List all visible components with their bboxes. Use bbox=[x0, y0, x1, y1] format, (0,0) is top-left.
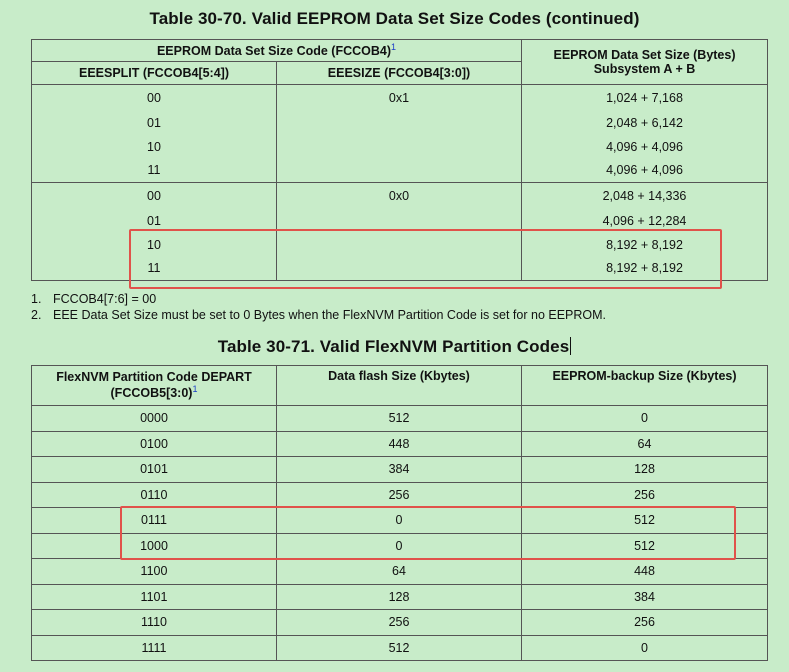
data-flash-size-cell: 64 bbox=[276, 558, 522, 585]
eeprom-backup-size-cell: 384 bbox=[521, 583, 768, 610]
eeesize-cell bbox=[276, 256, 522, 281]
footnote-2: 2. EEE Data Set Size must be set to 0 Byt… bbox=[31, 308, 607, 322]
eeesize-cell bbox=[276, 208, 522, 233]
set-size-cell: 8,192 + 8,192 bbox=[521, 232, 768, 257]
footnote-ref-1[interactable]: 1 bbox=[391, 42, 397, 53]
data-flash-size-cell: 128 bbox=[276, 583, 522, 610]
table-row: 1110 256 256 bbox=[31, 609, 768, 636]
header-eeprom-backup-size: EEPROM-backup Size (Kbytes) bbox=[521, 365, 768, 406]
eeprom-backup-size-cell: 128 bbox=[521, 456, 768, 483]
flexnvm-partition-codes-table: FlexNVM Partition Code DEPART (FCCOB5[3:0… bbox=[31, 365, 768, 661]
eeprom-backup-size-cell: 64 bbox=[521, 430, 768, 457]
table-row: 11 4,096 + 4,096 bbox=[31, 158, 768, 183]
set-size-cell: 2,048 + 6,142 bbox=[521, 110, 768, 135]
eeesplit-cell: 00 bbox=[31, 182, 277, 209]
eeesize-cell bbox=[276, 134, 522, 159]
table-row: 1000 0 512 bbox=[31, 532, 768, 559]
table-row: 0101 384 128 bbox=[31, 456, 768, 483]
eeprom-backup-size-cell: 0 bbox=[521, 405, 768, 432]
text-caret bbox=[570, 337, 572, 355]
data-flash-size-cell: 0 bbox=[276, 532, 522, 559]
data-flash-size-cell: 512 bbox=[276, 405, 522, 432]
data-flash-size-cell: 0 bbox=[276, 507, 522, 534]
header-eeesplit: EEESPLIT (FCCOB4[5:4]) bbox=[31, 61, 277, 85]
set-size-cell: 2,048 + 14,336 bbox=[521, 182, 768, 209]
data-flash-size-cell: 256 bbox=[276, 609, 522, 636]
data-flash-size-cell: 384 bbox=[276, 456, 522, 483]
set-size-cell: 1,024 + 7,168 bbox=[521, 84, 768, 111]
table-row: 10 4,096 + 4,096 bbox=[31, 134, 768, 159]
table-row: 0111 0 512 bbox=[31, 507, 768, 534]
data-flash-size-cell: 512 bbox=[276, 634, 522, 661]
data-flash-size-cell: 448 bbox=[276, 430, 522, 457]
eeesize-cell: 0x1 bbox=[276, 84, 522, 111]
eeprom-backup-size-cell: 256 bbox=[521, 481, 768, 508]
partition-code-cell: 0000 bbox=[31, 405, 277, 432]
partition-code-cell: 0110 bbox=[31, 481, 277, 508]
header-eeesize: EEESIZE (FCCOB4[3:0]) bbox=[276, 61, 522, 85]
table-row: 11 8,192 + 8,192 bbox=[31, 256, 768, 281]
set-size-cell: 4,096 + 12,284 bbox=[521, 208, 768, 233]
table-row: 0100 448 64 bbox=[31, 430, 768, 457]
set-size-cell: 8,192 + 8,192 bbox=[521, 256, 768, 281]
header-set-size: EEPROM Data Set Size (Bytes) Subsystem A … bbox=[521, 39, 768, 85]
table-row: 10 8,192 + 8,192 bbox=[31, 232, 768, 257]
partition-code-cell: 1100 bbox=[31, 558, 277, 585]
eeesplit-cell: 00 bbox=[31, 84, 277, 111]
table-row: 1100 64 448 bbox=[31, 558, 768, 585]
eeesize-cell bbox=[276, 232, 522, 257]
set-size-cell: 4,096 + 4,096 bbox=[521, 134, 768, 159]
eeprom-backup-size-cell: 512 bbox=[521, 507, 768, 534]
footnote-ref-1[interactable]: 1 bbox=[192, 384, 198, 395]
eeprom-backup-size-cell: 0 bbox=[521, 634, 768, 661]
partition-code-cell: 0111 bbox=[31, 507, 277, 534]
eeesplit-cell: 01 bbox=[31, 110, 277, 135]
table-row: 01 4,096 + 12,284 bbox=[31, 208, 768, 233]
partition-code-cell: 1000 bbox=[31, 532, 277, 559]
header-size-code-group: EEPROM Data Set Size Code (FCCOB4)1 bbox=[31, 39, 522, 62]
table-row: 1101 128 384 bbox=[31, 583, 768, 610]
partition-code-cell: 0100 bbox=[31, 430, 277, 457]
table-30-71-title: Table 30-71. Valid FlexNVM Partition Cod… bbox=[217, 337, 572, 356]
eeprom-backup-size-cell: 448 bbox=[521, 558, 768, 585]
eeprom-backup-size-cell: 256 bbox=[521, 609, 768, 636]
eeesize-cell bbox=[276, 158, 522, 183]
table-30-70-title: Table 30-70. Valid EEPROM Data Set Size … bbox=[149, 9, 640, 28]
partition-code-cell: 1101 bbox=[31, 583, 277, 610]
eeesize-cell: 0x0 bbox=[276, 182, 522, 209]
eeprom-size-codes-table: EEPROM Data Set Size Code (FCCOB4)1 EEPR… bbox=[31, 39, 768, 281]
table-row: 1111 512 0 bbox=[31, 634, 768, 661]
table-row: 00 0x1 1,024 + 7,168 bbox=[31, 84, 768, 111]
eeesplit-cell: 10 bbox=[31, 232, 277, 257]
table-row: 01 2,048 + 6,142 bbox=[31, 110, 768, 135]
partition-code-cell: 1110 bbox=[31, 609, 277, 636]
eeesplit-cell: 11 bbox=[31, 158, 277, 183]
header-data-flash-size: Data flash Size (Kbytes) bbox=[276, 365, 522, 406]
eeesplit-cell: 01 bbox=[31, 208, 277, 233]
eeesplit-cell: 10 bbox=[31, 134, 277, 159]
table-row: 0000 512 0 bbox=[31, 405, 768, 432]
partition-code-cell: 0101 bbox=[31, 456, 277, 483]
footnote-1: 1. FCCOB4[7:6] = 00 bbox=[31, 292, 157, 306]
footnotes: 1. FCCOB4[7:6] = 00 2. EEE Data Set Size m… bbox=[31, 291, 606, 323]
eeesize-cell bbox=[276, 110, 522, 135]
partition-code-cell: 1111 bbox=[31, 634, 277, 661]
table-row: 0110 256 256 bbox=[31, 481, 768, 508]
set-size-cell: 4,096 + 4,096 bbox=[521, 158, 768, 183]
eeesplit-cell: 11 bbox=[31, 256, 277, 281]
eeprom-backup-size-cell: 512 bbox=[521, 532, 768, 559]
data-flash-size-cell: 256 bbox=[276, 481, 522, 508]
header-partition-code: FlexNVM Partition Code DEPART (FCCOB5[3:0… bbox=[31, 365, 277, 406]
table-row: 00 0x0 2,048 + 14,336 bbox=[31, 182, 768, 209]
